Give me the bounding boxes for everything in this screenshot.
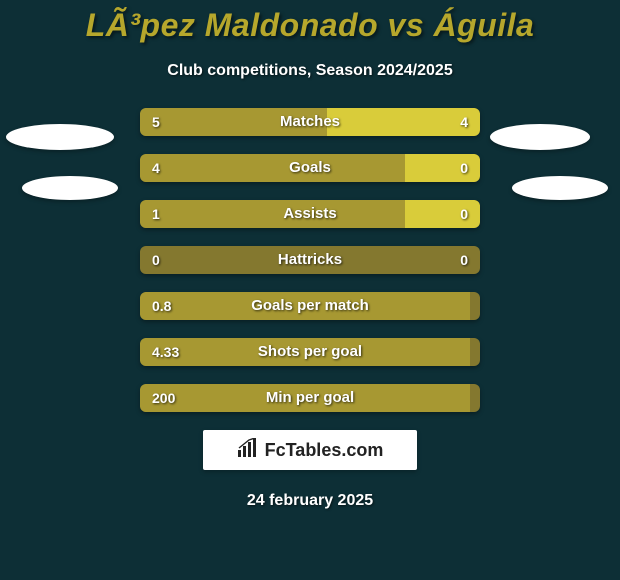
stat-label: Shots per goal bbox=[140, 338, 480, 366]
subtitle: Club competitions, Season 2024/2025 bbox=[0, 62, 620, 80]
logo-badge: FcTables.com bbox=[203, 430, 417, 470]
decorative-ellipse bbox=[512, 176, 608, 200]
date-text: 24 february 2025 bbox=[0, 492, 620, 510]
stat-label: Goals per match bbox=[140, 292, 480, 320]
stat-label: Goals bbox=[140, 154, 480, 182]
stat-row: 54Matches bbox=[140, 108, 480, 136]
stat-label: Assists bbox=[140, 200, 480, 228]
logo-text: FcTables.com bbox=[265, 440, 384, 461]
stat-row: 200Min per goal bbox=[140, 384, 480, 412]
decorative-ellipse bbox=[490, 124, 590, 150]
decorative-ellipse bbox=[22, 176, 118, 200]
page-title: LÃ³pez Maldonado vs Águila bbox=[0, 7, 620, 44]
stat-label: Min per goal bbox=[140, 384, 480, 412]
stat-label: Hattricks bbox=[140, 246, 480, 274]
stat-row: 4.33Shots per goal bbox=[140, 338, 480, 366]
stat-rows: 54Matches 40Goals 10Assists 00Hattricks 0.8G… bbox=[0, 108, 620, 412]
stat-row: 00Hattricks bbox=[140, 246, 480, 274]
stat-label: Matches bbox=[140, 108, 480, 136]
stat-row: 0.8Goals per match bbox=[140, 292, 480, 320]
decorative-ellipse bbox=[6, 124, 114, 150]
chart-icon bbox=[237, 438, 259, 463]
comparison-card: LÃ³pez Maldonado vs Águila Club competit… bbox=[0, 0, 620, 580]
stat-row: 10Assists bbox=[140, 200, 480, 228]
stat-row: 40Goals bbox=[140, 154, 480, 182]
